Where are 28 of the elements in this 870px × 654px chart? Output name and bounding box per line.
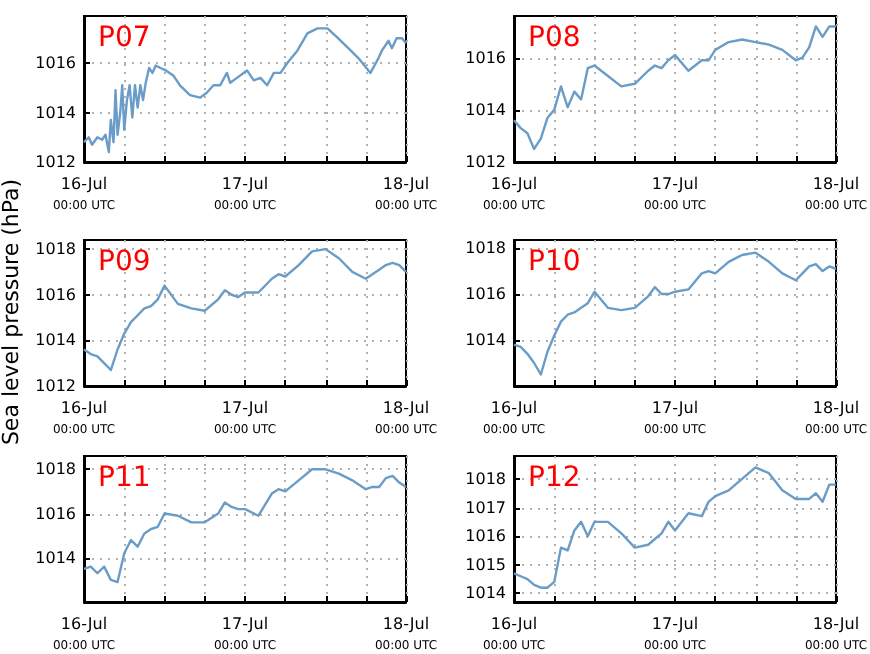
chart-title: P11 [98,462,151,494]
y-tick-label: 1016 [465,285,506,304]
y-tick-label: 1018 [35,240,76,259]
y-tick-label: 1016 [35,54,76,73]
chart-title: P07 [98,22,151,54]
y-tick-label: 1017 [465,498,506,517]
y-tick-label: 1014 [465,331,506,350]
y-tick-label: 1016 [35,285,76,304]
y-tick-label: 1012 [35,153,76,171]
y-tick-label: 1014 [465,584,506,603]
chart-title: P10 [528,246,581,278]
y-tick-label: 1018 [465,469,506,488]
chart-title: P12 [528,462,581,494]
y-tick-label: 1015 [465,555,506,574]
y-tick-label: 1012 [465,153,506,171]
y-axis-title: Sea level pressure (hPa) [0,175,26,449]
y-tick-label: 1018 [465,239,506,258]
y-tick-label: 1016 [465,48,506,67]
y-tick-label: 1016 [35,504,76,523]
y-tick-label: 1014 [465,100,506,119]
chart-title: P08 [528,22,581,54]
y-tick-label: 1014 [35,548,76,567]
y-tick-label: 1016 [465,527,506,546]
y-tick-label: 1012 [35,377,76,395]
y-tick-label: 1014 [35,331,76,350]
chart-title: P09 [98,246,151,278]
y-tick-label: 1018 [35,460,76,479]
y-tick-label: 1014 [35,103,76,122]
